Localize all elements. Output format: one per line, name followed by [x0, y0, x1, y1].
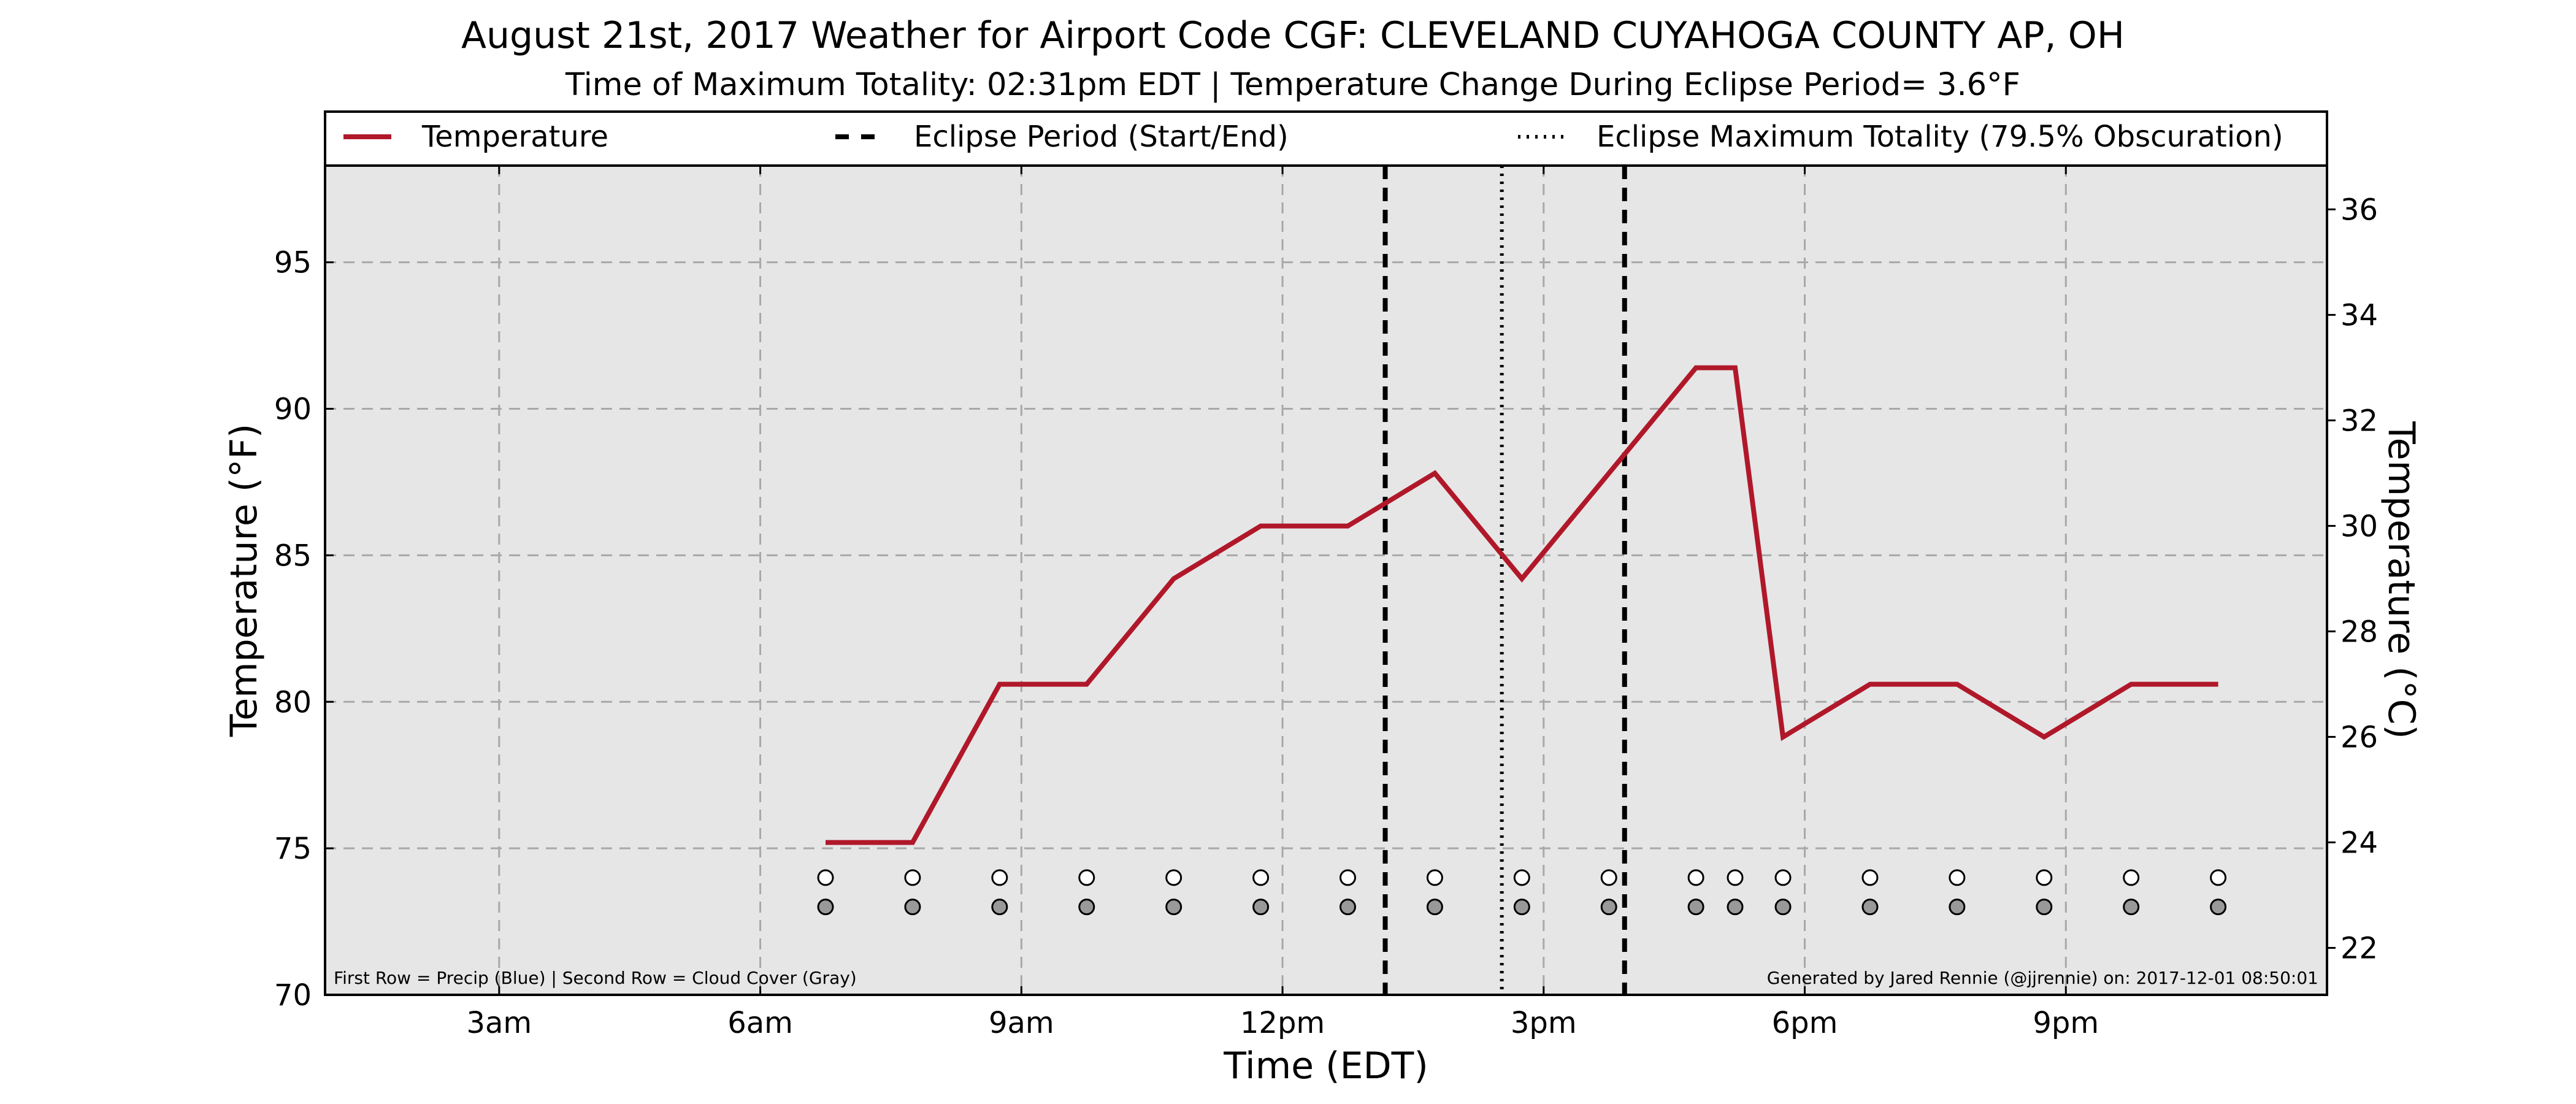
obs-dots	[817, 869, 2227, 916]
cloud-cover-dot	[1861, 899, 1879, 916]
y2-tick-label: 30	[2340, 509, 2378, 543]
y2-axis-label: Temperature (°C)	[2380, 421, 2423, 739]
y2-tick-label: 24	[2340, 826, 2378, 860]
y2-tick-label: 28	[2340, 615, 2378, 649]
cloud-cover-dot	[1949, 899, 1966, 916]
cloud-cover-dot	[817, 899, 834, 916]
cloud-cover-dot	[1165, 899, 1183, 916]
temperature-line	[826, 365, 2218, 845]
precip-dot	[1687, 869, 1704, 886]
precip-dot	[1774, 869, 1792, 886]
precip-dot	[1513, 869, 1530, 886]
y-tick-label: 90	[274, 393, 312, 427]
precip-dot	[991, 869, 1008, 886]
precip-dot	[1600, 869, 1617, 886]
x-tick-label: 3am	[466, 1006, 532, 1040]
y2-tick-label: 34	[2340, 298, 2378, 332]
y2-tick-label: 36	[2340, 193, 2378, 227]
precip-dot	[2210, 869, 2227, 886]
legend: Temperature Eclipse Period (Start/End) E…	[324, 110, 2328, 167]
cloud-cover-dot	[2123, 899, 2140, 916]
cloud-cover-dot	[1774, 899, 1792, 916]
cloud-cover-dot	[904, 899, 921, 916]
chart-title: August 21st, 2017 Weather for Airport Co…	[461, 14, 2125, 57]
y-tick-label: 75	[274, 832, 312, 866]
cloud-cover-dot	[1727, 899, 1744, 916]
precip-dot	[2123, 869, 2140, 886]
legend-eclipse-max-label: Eclipse Maximum Totality (79.5% Obscurat…	[1597, 120, 2283, 154]
y2-tick-label: 32	[2340, 404, 2378, 438]
x-axis-label: Time (EDT)	[1223, 1045, 1428, 1087]
footnote-left: First Row = Precip (Blue) | Second Row =…	[334, 968, 857, 988]
precip-dot	[1426, 869, 1443, 886]
grid-lines	[325, 166, 2327, 996]
series-layer	[826, 365, 2218, 845]
precip-dot	[1339, 869, 1356, 886]
cloud-cover-dot	[1426, 899, 1443, 916]
precip-dot	[2036, 869, 2053, 886]
precip-dot	[817, 869, 834, 886]
footnote-right: Generated by Jared Rennie (@jjrennie) on…	[1767, 968, 2318, 988]
cloud-cover-dot	[1339, 899, 1356, 916]
precip-dot	[1861, 869, 1879, 886]
y-tick-label: 95	[274, 246, 312, 280]
chart-subtitle: Time of Maximum Totality: 02:31pm EDT | …	[565, 67, 2020, 103]
y-tick-label: 85	[274, 539, 312, 573]
x-axis-ticks: 3am 6am 9am 12pm 3pm 6pm 9pm	[466, 166, 2099, 1040]
legend-box	[324, 110, 2328, 167]
precip-dot	[1949, 869, 1966, 886]
y-axis-left-ticks: 70 75 80 85 90 95	[274, 246, 334, 1013]
y2-tick-label: 26	[2340, 720, 2378, 754]
x-tick-label: 9pm	[2033, 1006, 2099, 1040]
plot-area	[325, 166, 2327, 995]
legend-temperature-label: Temperature	[421, 120, 608, 154]
x-tick-label: 6am	[727, 1006, 793, 1040]
precip-dot	[904, 869, 921, 886]
y-tick-label: 80	[274, 685, 312, 719]
x-tick-label: 6pm	[1772, 1006, 1838, 1040]
legend-eclipse-period-label: Eclipse Period (Start/End)	[914, 120, 1289, 154]
cloud-cover-dot	[2036, 899, 2053, 916]
cloud-cover-dot	[1078, 899, 1095, 916]
precip-dot	[1252, 869, 1270, 886]
cloud-cover-dot	[1513, 899, 1530, 916]
cloud-cover-dot	[2210, 899, 2227, 916]
eclipse-markers	[1382, 166, 1627, 995]
cloud-cover-dot	[991, 899, 1008, 916]
cloud-cover-dot	[1252, 899, 1270, 916]
precip-dot	[1078, 869, 1095, 886]
y-tick-label: 70	[274, 978, 312, 1013]
y2-tick-label: 22	[2340, 931, 2378, 965]
y-axis-label: Temperature (°F)	[223, 424, 266, 737]
precip-dot	[1727, 869, 1744, 886]
x-tick-label: 9am	[989, 1006, 1054, 1040]
cloud-cover-dot	[1687, 899, 1704, 916]
y-axis-right-ticks: 22 24 26 28 30 32 34 36	[2327, 193, 2378, 965]
x-tick-label: 3pm	[1511, 1006, 1577, 1040]
x-tick-label: 12pm	[1240, 1006, 1325, 1040]
precip-dot	[1165, 869, 1183, 886]
cloud-cover-dot	[1600, 899, 1617, 916]
